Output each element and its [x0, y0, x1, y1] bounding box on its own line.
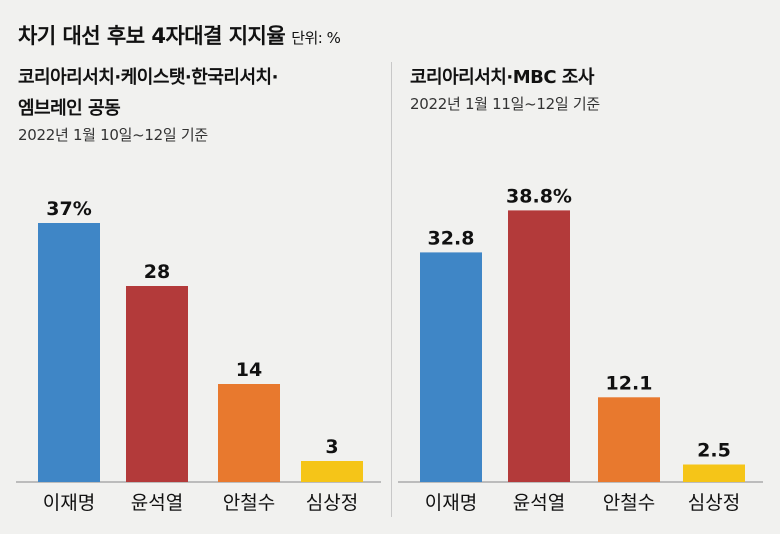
- survey-date: 2022년 1월 11일~12일 기준: [410, 95, 600, 113]
- bar-윤석열: [126, 286, 188, 482]
- value-label: 3: [325, 436, 338, 458]
- poll-panel-right: 코리아리서치·MBC 조사 2022년 1월 11일~12일 기준: [410, 62, 770, 522]
- bar-이재명: [38, 223, 100, 482]
- value-label: 12.1: [606, 372, 653, 394]
- value-label: 32.8: [428, 227, 475, 249]
- value-label: 2.5: [697, 440, 731, 462]
- category-label: 윤석열: [131, 492, 183, 514]
- title-text: 차기 대선 후보 4자대결 지지율: [18, 24, 286, 48]
- category-label: 심상정: [306, 492, 358, 514]
- bar-이재명: [420, 252, 482, 482]
- category-label: 이재명: [43, 492, 95, 514]
- chart-1: 32.8 이재명 38.8% 윤석열 12.1 안철수 2.5 심상정: [398, 185, 763, 514]
- category-label: 윤석열: [513, 492, 565, 514]
- bar-안철수: [218, 384, 280, 482]
- chart-title: 차기 대선 후보 4자대결 지지율 단위: %: [18, 20, 341, 50]
- category-label: 안철수: [603, 492, 655, 514]
- source-line-1: 코리아리서치·케이스탯·한국리서치·: [18, 67, 278, 88]
- poll-panel-left: 코리아리서치·케이스탯·한국리서치· 엠브레인 공동 2022년 1월 10일~…: [18, 62, 388, 522]
- chart-0: 37% 이재명 28 윤석열 14 안철수 3 심상정: [16, 198, 381, 514]
- bar-안철수: [598, 397, 660, 482]
- survey-date: 2022년 1월 10일~12일 기준: [18, 126, 208, 144]
- value-label: 38.8%: [506, 185, 572, 207]
- source-line-1: 코리아리서치·MBC 조사: [410, 67, 594, 88]
- value-label: 28: [144, 261, 170, 283]
- category-label: 이재명: [425, 492, 477, 514]
- bar-심상정: [301, 461, 363, 482]
- value-label: 14: [236, 359, 262, 381]
- value-label: 37%: [46, 198, 91, 220]
- bar-심상정: [683, 464, 745, 482]
- source-line-2: 엠브레인 공동: [18, 98, 121, 119]
- unit-label: 단위: %: [291, 29, 341, 47]
- bar-윤석열: [508, 210, 570, 482]
- category-label: 심상정: [688, 492, 740, 514]
- category-label: 안철수: [223, 492, 275, 514]
- panel-divider: [391, 62, 392, 517]
